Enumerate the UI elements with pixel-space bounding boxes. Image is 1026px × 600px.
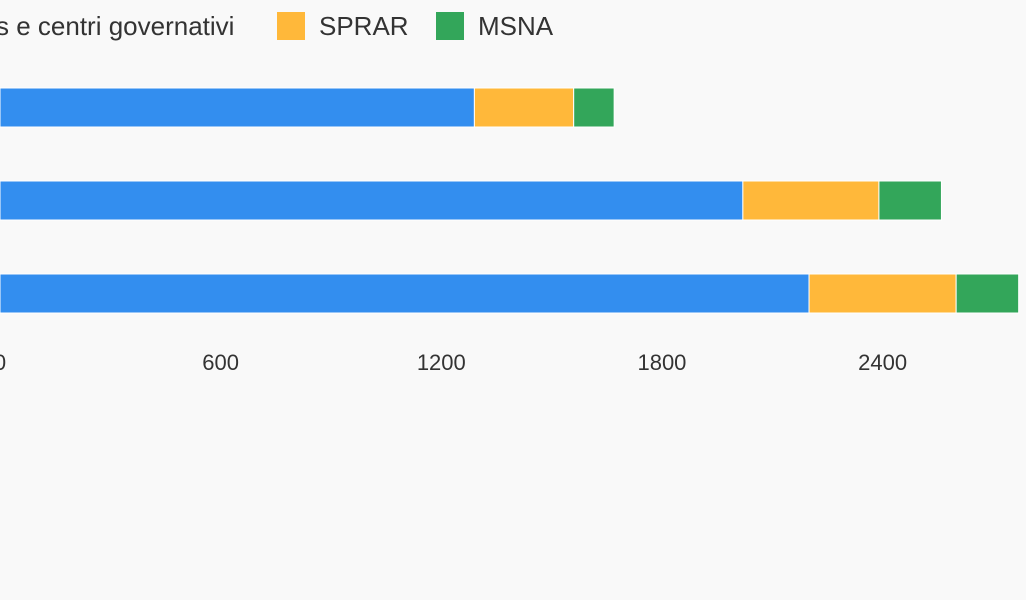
x-axis-ticks: 0 600 1200 1800 2400 xyxy=(0,350,907,375)
legend-swatch-sprar xyxy=(277,12,305,40)
x-tick-label: 1200 xyxy=(417,350,466,375)
bar-segment-3-cas-e-centri-governativi xyxy=(0,273,810,314)
legend-label-msna: MSNA xyxy=(478,11,554,41)
legend-item-cas: s e centri governativi xyxy=(0,6,234,46)
legend-label-cas: s e centri governativi xyxy=(0,11,235,41)
bar-segment-1-sprar xyxy=(473,87,575,128)
bar-segment-2-sprar xyxy=(742,180,880,221)
legend-item-msna: MSNA xyxy=(436,6,553,46)
legend-swatch-msna xyxy=(436,12,464,40)
x-tick-label: 1800 xyxy=(637,350,686,375)
x-tick-label: 0 xyxy=(0,350,6,375)
legend-label-sprar: SPRAR xyxy=(319,11,409,41)
bar-segment-2-msna xyxy=(878,180,942,221)
bar-segment-3-msna xyxy=(955,273,1020,314)
x-tick-label: 600 xyxy=(202,350,239,375)
bar-segment-1-cas-e-centri-governativi xyxy=(0,87,475,128)
bar-segment-3-sprar xyxy=(808,273,957,314)
bar-segment-1-msna xyxy=(573,87,615,128)
legend-item-sprar: SPRAR xyxy=(277,6,409,46)
bar-segment-2-cas-e-centri-governativi xyxy=(0,180,744,221)
bars-group xyxy=(0,87,1020,314)
x-tick-label: 2400 xyxy=(858,350,907,375)
